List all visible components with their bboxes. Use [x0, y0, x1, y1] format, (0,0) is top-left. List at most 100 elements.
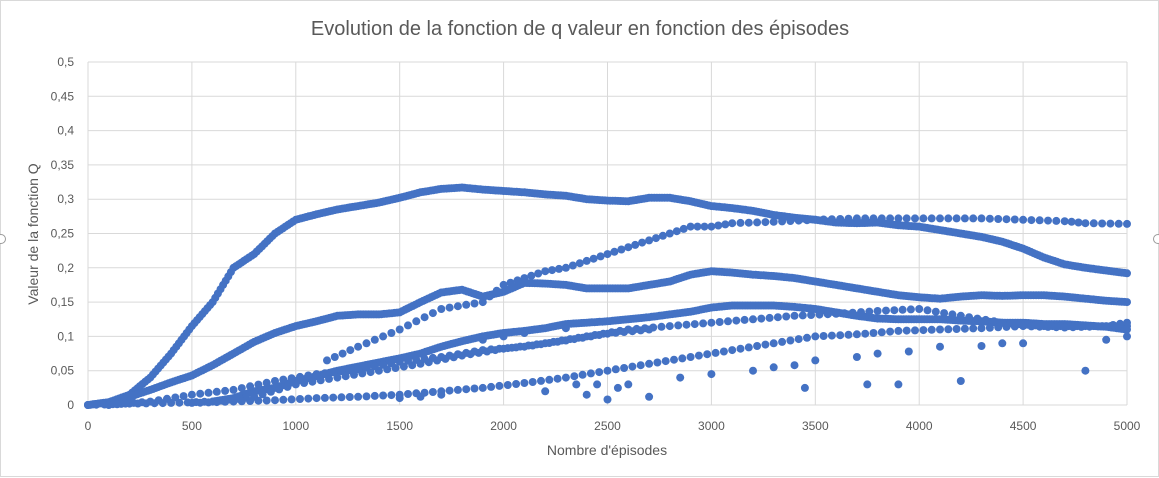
data-point [113, 400, 122, 409]
data-point [861, 214, 870, 223]
data-point [769, 339, 778, 348]
data-point [462, 300, 471, 309]
data-point [894, 380, 903, 389]
series-6 [104, 325, 654, 409]
data-point [1106, 219, 1115, 228]
data-point [146, 397, 155, 406]
data-point [844, 330, 853, 339]
data-point [221, 386, 230, 395]
data-point [923, 306, 932, 315]
data-point [492, 286, 501, 295]
data-point [877, 328, 886, 337]
x-tick-label: 0 [85, 419, 92, 433]
data-point [811, 215, 820, 224]
data-point [187, 390, 196, 399]
x-tick-label: 4500 [1010, 419, 1037, 433]
data-point [848, 308, 857, 317]
data-point [229, 397, 238, 406]
data-point [300, 379, 309, 387]
data-point [537, 376, 545, 385]
data-point [586, 332, 595, 341]
data-point [645, 392, 654, 401]
data-point [652, 234, 660, 243]
data-point [1093, 322, 1102, 331]
data-point [915, 305, 924, 313]
data-point [262, 378, 271, 387]
data-point [936, 325, 944, 334]
data-point [819, 215, 828, 224]
data-point [749, 315, 757, 324]
data-point [445, 386, 454, 395]
data-point [994, 323, 1003, 332]
data-point [769, 363, 778, 372]
data-point [512, 343, 521, 352]
data-point [800, 383, 809, 392]
data-point [595, 331, 604, 339]
data-point [503, 381, 512, 389]
data-point [582, 390, 591, 399]
data-point [902, 214, 911, 223]
data-point [728, 346, 737, 355]
data-point [163, 394, 171, 403]
data-point [902, 326, 911, 335]
data-point [283, 382, 292, 391]
data-point [387, 329, 396, 337]
y-tick-labels: 0 0,05 0,1 0,15 0,2 0,25 0,3 0,35 0,4 0,45 0,5 [51, 55, 75, 412]
data-point [404, 356, 412, 365]
data-point [617, 245, 626, 254]
data-point [254, 380, 263, 389]
data-point [212, 387, 221, 396]
data-point [312, 370, 321, 379]
data-point [636, 361, 645, 370]
data-point [948, 310, 957, 319]
data-point [665, 229, 674, 238]
data-point [819, 332, 828, 340]
x-tick-label: 5000 [1114, 419, 1141, 433]
data-point [279, 375, 288, 384]
data-point [196, 389, 205, 398]
data-point [387, 359, 396, 368]
data-point [561, 263, 570, 272]
data-point [271, 396, 279, 405]
data-point [790, 311, 799, 320]
data-point [628, 327, 637, 336]
data-point [603, 395, 612, 404]
data-point [453, 302, 462, 311]
data-point [338, 349, 347, 358]
resize-handle-right[interactable] [1153, 234, 1159, 244]
data-point [561, 336, 570, 345]
data-point [636, 326, 645, 335]
data-point [863, 380, 872, 389]
data-point [715, 318, 724, 326]
data-point [287, 374, 296, 383]
data-point [769, 217, 778, 226]
data-point [977, 214, 986, 223]
data-point [586, 369, 595, 378]
data-point [445, 303, 454, 312]
data-point [940, 309, 949, 318]
data-point [379, 332, 388, 341]
data-point [1123, 298, 1131, 307]
data-point [911, 326, 919, 335]
data-point [911, 214, 919, 223]
data-point [370, 362, 379, 371]
data-point [645, 325, 654, 334]
data-point [1035, 216, 1044, 225]
x-tick-label: 2500 [594, 419, 621, 433]
data-point [852, 330, 861, 339]
data-point [1109, 321, 1118, 329]
data-point [266, 387, 275, 396]
data-point [927, 325, 936, 334]
data-point [936, 214, 944, 223]
data-point [487, 345, 496, 354]
data-point [877, 214, 886, 223]
data-point [1027, 216, 1036, 225]
data-point [672, 227, 681, 236]
data-point [882, 306, 890, 315]
data-point [852, 353, 861, 361]
resize-handle-left[interactable] [0, 234, 6, 244]
data-point [985, 323, 994, 332]
data-point [827, 331, 836, 340]
data-point [1081, 366, 1090, 375]
